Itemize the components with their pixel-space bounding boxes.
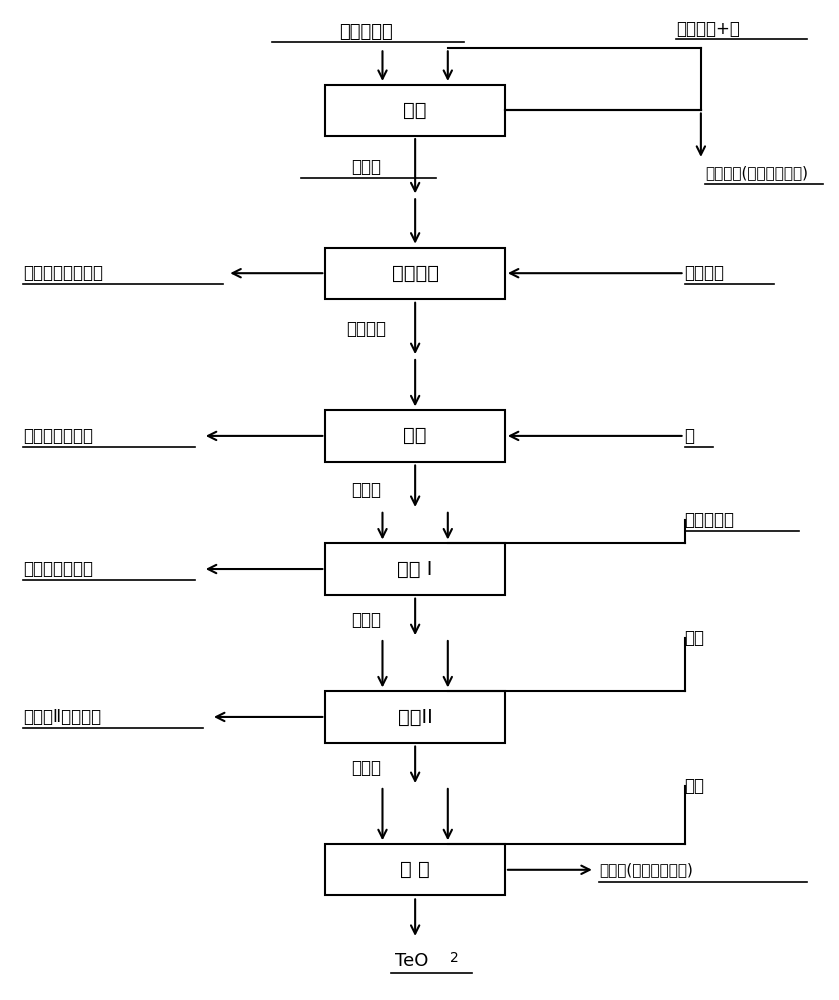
Text: 沉碲后液(返回碳铜处理): 沉碲后液(返回碳铜处理) (705, 165, 808, 180)
Text: 净化液: 净化液 (352, 611, 381, 629)
FancyBboxPatch shape (326, 85, 505, 136)
Text: 酸 沉: 酸 沉 (400, 860, 430, 879)
Text: 净化渣Ⅱ（暂存）: 净化渣Ⅱ（暂存） (23, 708, 102, 726)
Text: 弱酸氧化: 弱酸氧化 (685, 264, 725, 282)
FancyBboxPatch shape (326, 248, 505, 299)
Text: 分碲液: 分碲液 (352, 481, 381, 499)
Text: 氧化转型: 氧化转型 (392, 264, 439, 283)
Text: 硫酸: 硫酸 (685, 629, 705, 647)
FancyBboxPatch shape (326, 410, 505, 462)
Text: 转型液（返碳铜处: 转型液（返碳铜处 (23, 264, 103, 282)
Text: 亚硫酸钠+碱: 亚硫酸钠+碱 (676, 20, 740, 38)
Text: 浸碲: 浸碲 (404, 426, 427, 445)
Text: 净化 I: 净化 I (398, 560, 433, 579)
Text: 分碲渣（暂存）: 分碲渣（暂存） (23, 427, 93, 445)
FancyBboxPatch shape (326, 844, 505, 895)
Text: 净化渣（暂存）: 净化渣（暂存） (23, 560, 93, 578)
Text: 碱: 碱 (685, 427, 695, 445)
Text: TeO: TeO (394, 952, 428, 970)
Text: 富碲渣: 富碲渣 (352, 158, 381, 176)
FancyBboxPatch shape (326, 543, 505, 595)
Text: 净化液: 净化液 (352, 759, 381, 777)
Text: 酸沉液(返回废水处理): 酸沉液(返回废水处理) (599, 862, 693, 877)
FancyBboxPatch shape (326, 691, 505, 743)
Text: 净化II: 净化II (398, 707, 433, 726)
Text: 加碱预除锡: 加碱预除锡 (685, 511, 735, 529)
Text: 2: 2 (451, 951, 459, 965)
Text: 硫酸: 硫酸 (685, 777, 705, 795)
Text: 锡碲铋溶液: 锡碲铋溶液 (339, 23, 393, 41)
Text: 碲转化渣: 碲转化渣 (347, 320, 386, 338)
Text: 沉碲: 沉碲 (404, 101, 427, 120)
